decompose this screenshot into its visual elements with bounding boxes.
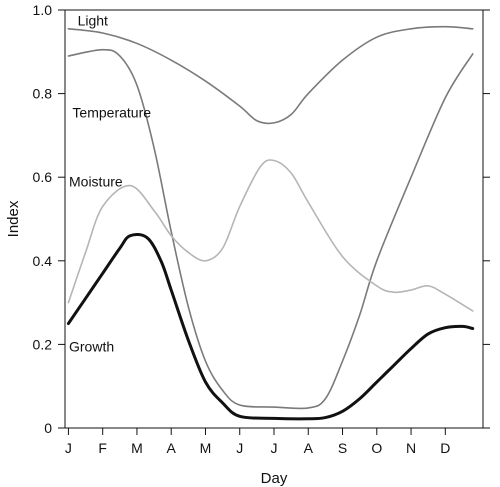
series-line-temperature [67,48,474,410]
y-tick-label: 0.8 [33,86,53,102]
series-line-moisture [67,159,474,312]
x-tick-label: S [338,440,347,456]
x-tick-label: J [65,440,72,456]
series-line-growth [66,233,475,421]
y-tick-label: 1.0 [33,2,53,18]
x-tick-label: A [304,440,314,456]
plot-frame [64,9,484,429]
series-labels: Light Temperature Moisture Growth [69,12,151,354]
series-label-temperature: Temperature [72,104,151,120]
x-tick-label: D [440,440,450,456]
x-tick-label: N [406,440,416,456]
x-tick-label: A [167,440,177,456]
x-tick-label: M [200,440,212,456]
x-tick-label: F [98,440,107,456]
series-line-light [67,25,474,125]
y-axis-title: Index [5,200,22,237]
series-label-growth: Growth [69,338,114,354]
y-axis: 0 0.2 0.4 0.6 0.8 1.0 [33,2,490,436]
x-axis-title: Day [261,470,288,487]
series-layer [66,25,475,421]
y-tick-label: 0 [44,420,52,436]
series-label-light: Light [78,12,108,28]
x-tick-label: J [271,440,278,456]
y-tick-label: 0.4 [33,253,53,269]
series-label-moisture: Moisture [69,173,123,189]
y-tick-label: 0.2 [33,336,53,352]
y-tick-label: 0.6 [33,169,53,185]
x-tick-label: M [131,440,143,456]
x-tick-label: O [371,440,382,456]
x-tick-label: J [236,440,243,456]
